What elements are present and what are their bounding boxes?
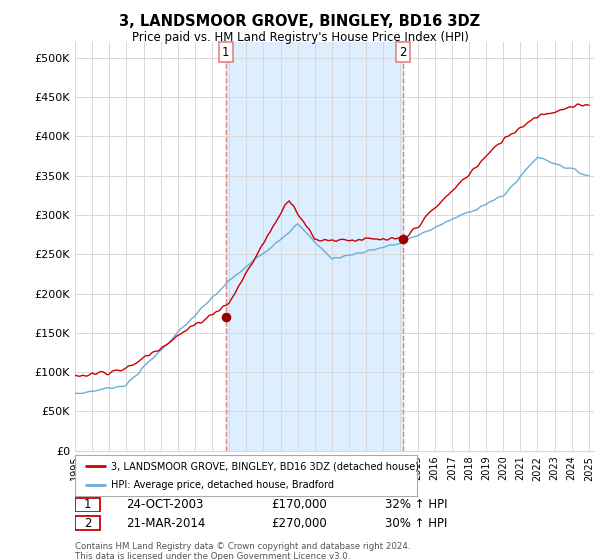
Text: 3, LANDSMOOR GROVE, BINGLEY, BD16 3DZ: 3, LANDSMOOR GROVE, BINGLEY, BD16 3DZ [119, 14, 481, 29]
Text: £270,000: £270,000 [271, 516, 327, 530]
Text: £170,000: £170,000 [271, 498, 327, 511]
FancyBboxPatch shape [75, 497, 100, 512]
Text: HPI: Average price, detached house, Bradford: HPI: Average price, detached house, Brad… [111, 480, 334, 489]
Text: Price paid vs. HM Land Registry's House Price Index (HPI): Price paid vs. HM Land Registry's House … [131, 31, 469, 44]
Text: 24-OCT-2003: 24-OCT-2003 [127, 498, 204, 511]
Text: 2: 2 [400, 46, 407, 59]
Text: 21-MAR-2014: 21-MAR-2014 [127, 516, 206, 530]
Text: 1: 1 [222, 46, 229, 59]
Point [221, 312, 230, 321]
Bar [226, 42, 403, 451]
Point [398, 234, 408, 243]
Text: 30% ↑ HPI: 30% ↑ HPI [385, 516, 447, 530]
Text: 1: 1 [83, 498, 91, 511]
Text: 2: 2 [83, 516, 91, 530]
Text: 32% ↑ HPI: 32% ↑ HPI [385, 498, 447, 511]
FancyBboxPatch shape [75, 516, 100, 530]
Text: Contains HM Land Registry data © Crown copyright and database right 2024.
This d: Contains HM Land Registry data © Crown c… [75, 542, 410, 560]
Text: 3, LANDSMOOR GROVE, BINGLEY, BD16 3DZ (detached house): 3, LANDSMOOR GROVE, BINGLEY, BD16 3DZ (d… [111, 461, 419, 471]
